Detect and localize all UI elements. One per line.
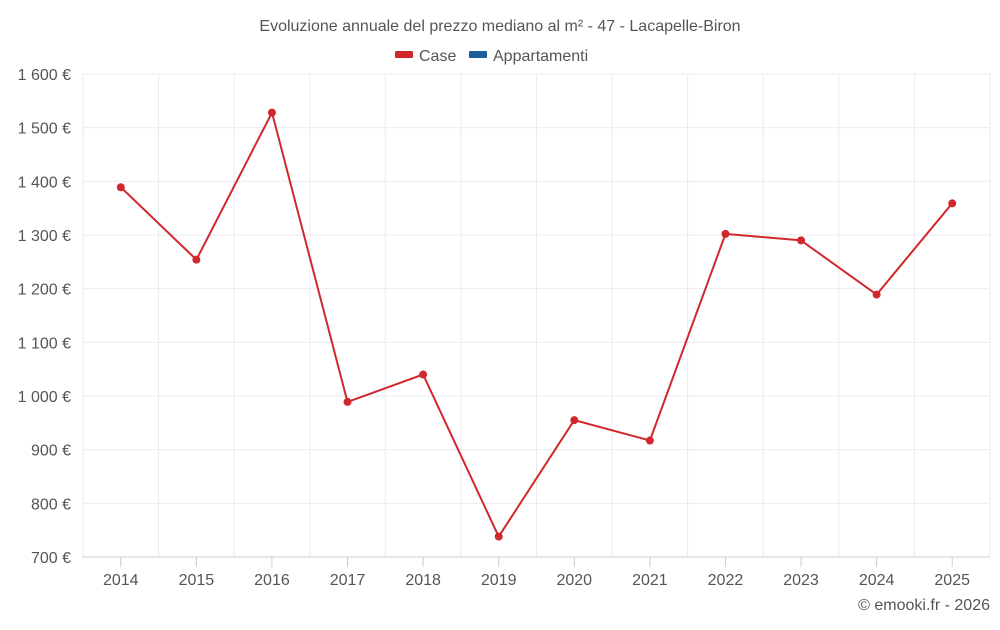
y-tick-label: 1 600 €: [18, 67, 71, 84]
y-tick-label: 1 300 €: [18, 228, 71, 245]
chart-title: Evoluzione annuale del prezzo mediano al…: [259, 18, 740, 35]
x-tick-label: 2021: [632, 572, 668, 589]
series-case: [116, 108, 957, 541]
legend-label-case: Case: [419, 48, 456, 65]
data-point-case[interactable]: [948, 199, 957, 208]
x-tick-label: 2014: [103, 572, 139, 589]
axes: 700 € 800 € 900 € 1 000 € 1 100 € 1 200 € 1 30…: [18, 67, 990, 589]
x-tick-label: 2025: [934, 572, 970, 589]
y-tick-label: 800 €: [31, 496, 71, 513]
x-tick-label: 2023: [783, 572, 819, 589]
data-point-case[interactable]: [192, 255, 201, 264]
data-point-case[interactable]: [267, 108, 276, 117]
x-tick-label: 2017: [330, 572, 366, 589]
x-tick-label: 2020: [556, 572, 592, 589]
grid: [82, 73, 991, 557]
y-tick-label: 1 400 €: [18, 174, 71, 191]
data-point-case[interactable]: [116, 183, 125, 192]
x-tick-label: 2015: [179, 572, 215, 589]
x-tick-label: 2018: [405, 572, 441, 589]
data-point-case[interactable]: [797, 236, 806, 245]
y-tick-label: 1 200 €: [18, 282, 71, 299]
legend-swatch-appartamenti: [469, 51, 487, 58]
data-point-case[interactable]: [721, 229, 730, 238]
data-point-case[interactable]: [645, 436, 654, 445]
x-tick-label: 2024: [859, 572, 895, 589]
x-tick-label: 2019: [481, 572, 517, 589]
x-tick-label: 2022: [708, 572, 744, 589]
legend-swatch-case: [395, 51, 413, 58]
y-tick-label: 1 100 €: [18, 335, 71, 352]
legend-label-appartamenti: Appartamenti: [493, 48, 588, 65]
legend-item-appartamenti[interactable]: Appartamenti: [469, 48, 588, 65]
data-point-case[interactable]: [343, 397, 352, 406]
y-tick-label: 1 000 €: [18, 389, 71, 406]
data-point-case[interactable]: [872, 290, 881, 299]
data-point-case[interactable]: [570, 416, 579, 425]
data-point-case[interactable]: [419, 370, 428, 379]
legend: Case Appartamenti: [395, 48, 588, 65]
y-tick-label: 1 500 €: [18, 121, 71, 138]
credits[interactable]: © emooki.fr - 2026: [858, 597, 990, 614]
y-tick-label: 900 €: [31, 443, 71, 460]
x-tick-label: 2016: [254, 572, 290, 589]
series-line-case: [119, 111, 954, 538]
data-point-case[interactable]: [494, 532, 503, 541]
y-tick-label: 700 €: [31, 550, 71, 567]
legend-item-case[interactable]: Case: [395, 48, 456, 65]
